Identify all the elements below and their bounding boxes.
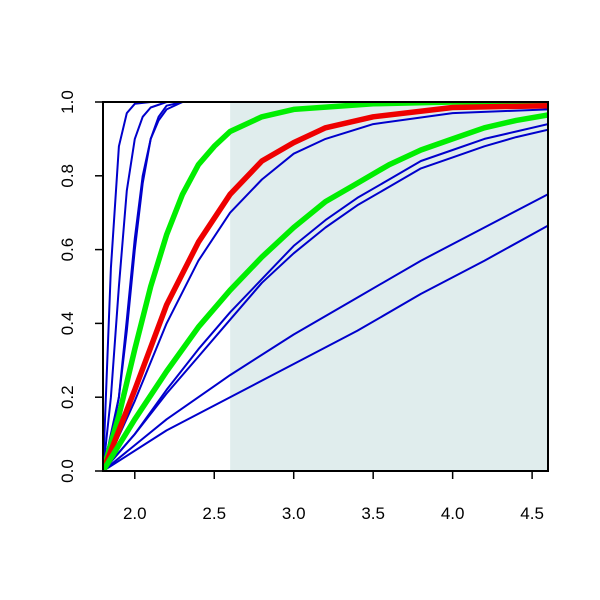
- x-tick-label: 4.0: [441, 504, 465, 523]
- series-line-7: [103, 108, 548, 471]
- x-tick-label: 2.5: [202, 504, 226, 523]
- series-line-9: [103, 123, 548, 471]
- x-tick-label: 4.5: [520, 504, 544, 523]
- series-line-5: [103, 102, 548, 471]
- series-layer: [103, 102, 548, 471]
- series-line-4: [103, 102, 548, 471]
- y-tick-label: 0.8: [58, 164, 77, 188]
- series-line-6: [103, 102, 548, 471]
- series-line-1: [103, 102, 548, 471]
- x-tick-label: 2.0: [123, 504, 147, 523]
- y-tick-label: 0.2: [58, 385, 77, 409]
- y-tick-label: 0.6: [58, 238, 77, 262]
- y-tick-label: 1.0: [58, 90, 77, 114]
- y-tick-label: 0.0: [58, 459, 77, 483]
- series-line-11: [103, 193, 548, 471]
- series-line-12: [103, 224, 548, 471]
- series-line-2: [103, 102, 548, 471]
- series-line-8: [103, 112, 548, 471]
- series-line-10: [103, 128, 548, 471]
- y-tick-label: 0.4: [58, 312, 77, 336]
- x-tick-label: 3.0: [282, 504, 306, 523]
- shaded-region: [230, 102, 548, 471]
- y-axis: 0.0 0.2 0.4 0.6 0.8 1.0: [58, 90, 103, 483]
- x-tick-label: 3.5: [361, 504, 385, 523]
- plot-frame: [102, 101, 549, 472]
- x-axis: 2.0 2.5 3.0 3.5 4.0 4.5: [123, 471, 544, 523]
